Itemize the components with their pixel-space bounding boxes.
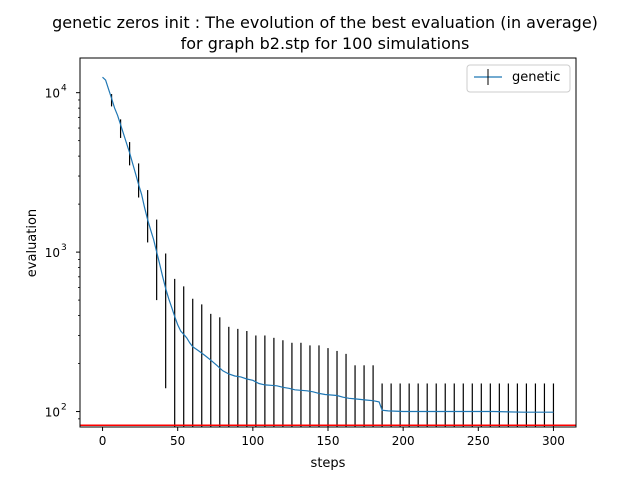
legend-label-genetic: genetic — [512, 70, 560, 85]
x-tick-label: 150 — [317, 434, 340, 448]
y-tick-label: 10 — [45, 406, 60, 420]
x-tick-label: 300 — [542, 434, 565, 448]
x-tick-label: 0 — [99, 434, 107, 448]
y-axis-label: evaluation — [25, 209, 40, 277]
y-tick-label: 10 — [45, 246, 60, 260]
x-tick-label: 100 — [241, 434, 264, 448]
series-line-genetic — [102, 76, 554, 413]
x-tick-label: 50 — [170, 434, 185, 448]
y-tick-label: 10 — [45, 87, 60, 101]
y-tick-exponent: 3 — [61, 243, 67, 253]
x-axis: 0 50 100 150 200 250 300 — [99, 427, 565, 448]
x-axis-label: steps — [311, 456, 346, 471]
chart-title-line2: for graph b2.stp for 100 simulations — [181, 34, 470, 53]
legend: genetic — [466, 64, 571, 93]
legend-box — [466, 64, 571, 93]
plot-area — [80, 76, 576, 427]
x-tick-label: 200 — [392, 434, 415, 448]
x-tick-label: 250 — [467, 434, 490, 448]
y-tick-exponent: 4 — [61, 84, 67, 94]
chart-title-line1: genetic zeros init : The evolution of th… — [52, 13, 598, 32]
y-tick-exponent: 2 — [61, 403, 67, 413]
